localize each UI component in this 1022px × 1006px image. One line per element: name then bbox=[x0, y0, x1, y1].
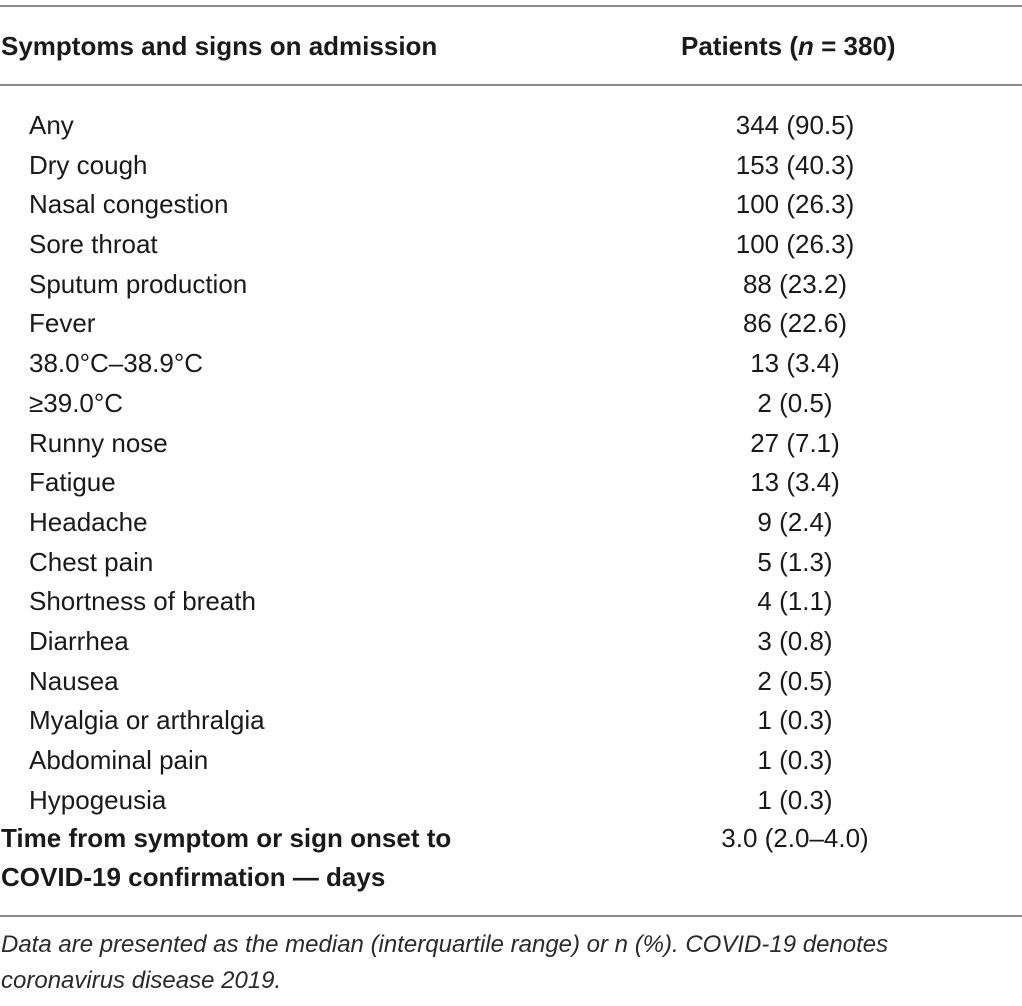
row-label: Abdominal pain bbox=[29, 745, 209, 775]
table-row: Fever 86 (22.6) bbox=[0, 304, 1022, 344]
row-value: 2 (0.5) bbox=[757, 387, 833, 418]
row-value: 88 (23.2) bbox=[742, 268, 848, 299]
row-value: 13 (3.4) bbox=[750, 467, 840, 498]
table-row: Sputum production 88 (23.2) bbox=[0, 265, 1022, 305]
row-label: Nausea bbox=[29, 665, 119, 696]
row-value: 27 (7.1) bbox=[750, 427, 840, 458]
column-header-symptoms: Symptoms and signs on admission bbox=[1, 31, 438, 61]
row-value: 5 (1.3) bbox=[757, 546, 833, 577]
table-row: Any 344 (90.5) bbox=[0, 106, 1022, 146]
table-row: Chest pain 5 (1.3) bbox=[0, 543, 1022, 583]
row-value: 3 (0.8) bbox=[757, 625, 833, 656]
row-value: 86 (22.6) bbox=[742, 308, 848, 339]
table-row: 38.0°C–38.9°C 13 (3.4) bbox=[0, 344, 1022, 384]
table-row: Abdominal pain 1 (0.3) bbox=[0, 741, 1022, 781]
row-label: Dry cough bbox=[29, 149, 148, 180]
summary-value: 3.0 (2.0–4.0) bbox=[721, 823, 869, 853]
row-label: ≥39.0°C bbox=[29, 387, 124, 418]
table-row: Fatigue 13 (3.4) bbox=[0, 463, 1022, 503]
table-body: Any 344 (90.5) Dry cough 153 (40.3) Nasal co… bbox=[0, 106, 1022, 820]
table-row: Diarrhea 3 (0.8) bbox=[0, 622, 1022, 662]
table-row: Runny nose 27 (7.1) bbox=[0, 424, 1022, 464]
table-row: Dry cough 153 (40.3) bbox=[0, 146, 1022, 186]
row-label: Fatigue bbox=[29, 467, 116, 498]
row-label: Nasal congestion bbox=[29, 189, 229, 220]
row-value: 1 (0.3) bbox=[757, 784, 833, 815]
row-label: Any bbox=[29, 110, 74, 140]
table-row: Myalgia or arthralgia 1 (0.3) bbox=[0, 701, 1022, 741]
table-top-rule bbox=[0, 5, 1022, 7]
row-label: Chest pain bbox=[29, 546, 154, 577]
table-row: Nausea 2 (0.5) bbox=[0, 662, 1022, 702]
row-label: Headache bbox=[29, 506, 148, 537]
row-value: 100 (26.3) bbox=[735, 229, 855, 260]
table-row: Headache 9 (2.4) bbox=[0, 503, 1022, 543]
table-row: ≥39.0°C 2 (0.5) bbox=[0, 384, 1022, 424]
row-label: Fever bbox=[29, 308, 96, 339]
column-header-patients: Patients (n = 380) bbox=[0, 26, 1022, 66]
summary-label: Time from symptom or sign onset to COVID… bbox=[1, 819, 561, 897]
row-label: Myalgia or arthralgia bbox=[29, 705, 265, 736]
row-label: Sputum production bbox=[29, 268, 248, 299]
row-value: 9 (2.4) bbox=[757, 506, 833, 537]
row-value: 2 (0.5) bbox=[757, 665, 833, 696]
table-row: Shortness of breath 4 (1.1) bbox=[0, 582, 1022, 622]
row-value: 1 (0.3) bbox=[757, 705, 833, 736]
table-row: Hypogeusia 1 (0.3) bbox=[0, 781, 1022, 821]
summary-label-line1: Time from symptom or sign onset to bbox=[1, 823, 452, 853]
row-value: 153 (40.3) bbox=[735, 149, 855, 180]
table-row: Nasal congestion 100 (26.3) bbox=[0, 185, 1022, 225]
row-value: 4 (1.1) bbox=[757, 586, 833, 617]
header-rule bbox=[0, 84, 1022, 86]
header-n: n bbox=[798, 31, 814, 61]
row-value: 13 (3.4) bbox=[750, 348, 840, 379]
row-label: Shortness of breath bbox=[29, 586, 256, 617]
row-label: Runny nose bbox=[29, 427, 168, 458]
row-label: 38.0°C–38.9°C bbox=[29, 348, 204, 379]
table-bottom-rule bbox=[0, 915, 1022, 917]
row-value: 100 (26.3) bbox=[735, 189, 855, 220]
row-value: 1 (0.3) bbox=[757, 745, 833, 775]
row-value: 344 (90.5) bbox=[735, 110, 855, 140]
table-row: Sore throat 100 (26.3) bbox=[0, 225, 1022, 265]
row-label: Sore throat bbox=[29, 229, 158, 260]
header-prefix: Patients ( bbox=[681, 31, 799, 61]
row-label: Hypogeusia bbox=[29, 784, 167, 815]
summary-label-line2: COVID-19 confirmation — days bbox=[1, 862, 386, 892]
header-suffix: = 380) bbox=[813, 31, 896, 61]
table-footnote: Data are presented as the median (interq… bbox=[1, 931, 889, 994]
row-label: Diarrhea bbox=[29, 625, 129, 656]
